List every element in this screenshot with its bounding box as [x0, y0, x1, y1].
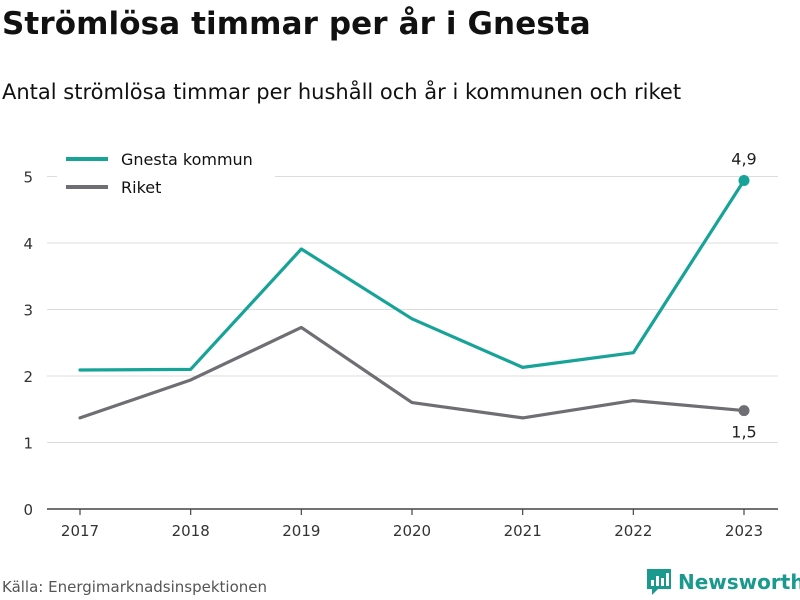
x-tick-label: 2022 — [614, 522, 652, 540]
legend: Gnesta kommun Riket — [57, 146, 275, 202]
x-tick-label: 2017 — [61, 522, 99, 540]
x-tick-label: 2020 — [393, 522, 431, 540]
y-tick-label: 0 — [23, 501, 33, 519]
legend-background — [57, 146, 275, 202]
x-tick-label: 2018 — [172, 522, 210, 540]
end-value-label: 1,5 — [731, 423, 756, 442]
chart-title: Strömlösa timmar per år i Gnesta — [2, 6, 591, 42]
x-tick-label: 2023 — [725, 522, 763, 540]
x-tick-label: 2021 — [504, 522, 542, 540]
y-tick-label: 1 — [23, 435, 33, 453]
y-tick-label: 5 — [23, 169, 33, 187]
series-line-gnesta — [78, 178, 746, 372]
chart-subtitle: Antal strömlösa timmar per hushåll och å… — [2, 80, 682, 104]
y-axis-ticks: 0 1 2 3 4 5 — [23, 169, 33, 520]
newsworthy-logo-icon — [647, 569, 671, 595]
y-tick-label: 3 — [23, 302, 33, 320]
end-point — [738, 405, 750, 417]
legend-label: Riket — [121, 178, 161, 197]
brand-name: Newsworthy — [678, 570, 800, 594]
end-value-label: 4,9 — [731, 149, 756, 168]
source-note: Källa: Energimarknadsinspektionen — [2, 578, 268, 596]
x-axis-ticks: 2017 2018 2019 2020 2021 2022 2023 — [61, 509, 763, 540]
legend-label: Gnesta kommun — [121, 150, 253, 169]
series-line-riket — [78, 325, 746, 420]
x-tick-label: 2019 — [282, 522, 320, 540]
y-tick-label: 4 — [23, 235, 33, 253]
end-point — [738, 174, 750, 186]
brand-logo: Newsworthy — [646, 568, 800, 596]
series-lines: 4,9 1,5 — [78, 149, 757, 442]
y-tick-label: 2 — [23, 368, 33, 386]
